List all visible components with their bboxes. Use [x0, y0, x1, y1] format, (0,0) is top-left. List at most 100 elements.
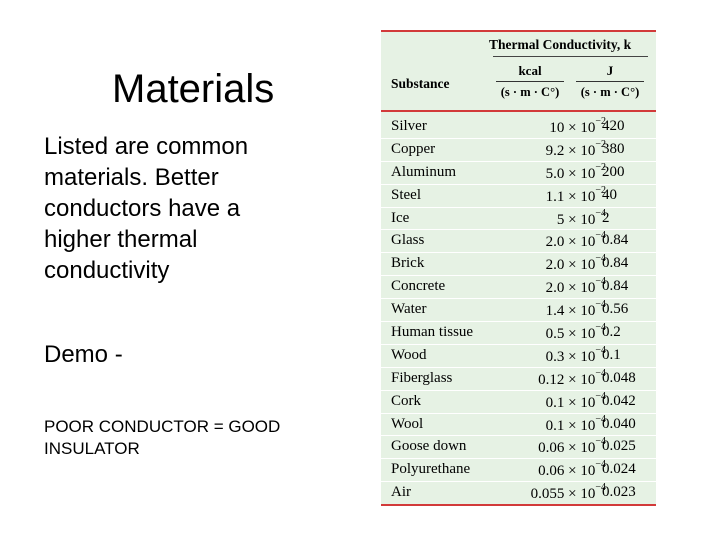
- cell-substance: Air: [391, 484, 411, 501]
- times-sign: × 10: [564, 120, 596, 136]
- k-exponent: −4: [595, 276, 606, 288]
- k-mantissa: 1.4: [545, 303, 565, 320]
- times-sign: × 10: [564, 165, 596, 182]
- cell-k-joule: 200: [602, 163, 625, 180]
- cell-k-joule: 0.84: [602, 232, 629, 249]
- cell-substance: Fiberglass: [391, 369, 453, 386]
- k-exponent: −4: [595, 459, 606, 471]
- table-row: Silver 10 × 10−2 420: [381, 116, 656, 139]
- unit-j-denominator: (s · m · C°): [580, 85, 640, 99]
- cell-k-kcal: 0.1 × 10−4: [546, 413, 606, 435]
- header-unit-j: J (s · m · C°): [572, 63, 648, 100]
- cell-substance: Aluminum: [391, 163, 457, 180]
- table-row: Brick 2.0 × 10−4 0.84: [381, 253, 656, 277]
- table-row: Water 1.4 × 10−4 0.56: [381, 299, 656, 323]
- table-body: Silver 10 × 10−2 420 Copper 9.2 × 10−2 380 Alu…: [381, 112, 656, 504]
- times-sign: × 10: [564, 280, 596, 297]
- cell-substance: Cork: [391, 392, 421, 409]
- k-mantissa: 0.055: [530, 486, 565, 503]
- table-header: Thermal Conductivity, k Substance kcal (…: [381, 32, 656, 112]
- k-exponent: −4: [595, 230, 606, 242]
- table-row: Polyurethane 0.06 × 10−4 0.024: [381, 459, 656, 483]
- cell-substance: Steel: [391, 186, 421, 203]
- cell-k-joule: 2: [602, 209, 610, 226]
- intro-text: Listed are common materials. Better cond…: [44, 133, 249, 284]
- k-mantissa: 2.0: [545, 280, 565, 297]
- cell-k-kcal: 0.12 × 10−4: [538, 367, 606, 389]
- cell-k-joule: 0.84: [602, 255, 629, 272]
- k-exponent: −4: [595, 253, 606, 265]
- k-exponent: −4: [595, 482, 606, 494]
- k-exponent: −4: [595, 413, 606, 425]
- table-row: Glass 2.0 × 10−4 0.84: [381, 230, 656, 254]
- times-sign: × 10: [564, 234, 596, 251]
- header-thermal-conductivity: Thermal Conductivity, k: [489, 37, 632, 52]
- cell-k-kcal: 0.06 × 10−4: [538, 436, 606, 457]
- k-mantissa: 9.2: [545, 142, 565, 159]
- cell-k-joule: 40: [602, 186, 617, 203]
- table-row: Concrete 2.0 × 10−4 0.84: [381, 276, 656, 300]
- unit-kcal-denominator: (s · m · C°): [500, 85, 560, 99]
- table-row: Aluminum 5.0 × 10−2 200: [381, 162, 656, 185]
- k-mantissa: 5.0: [545, 165, 565, 182]
- k-mantissa: 10: [549, 120, 565, 136]
- k-exponent: −4: [595, 344, 606, 356]
- fraction-bar: [576, 81, 644, 82]
- conductivity-table: Thermal Conductivity, k Substance kcal (…: [381, 30, 656, 507]
- cell-substance: Copper: [391, 140, 436, 157]
- cell-k-joule: 0.56: [602, 301, 629, 318]
- k-exponent: −2: [595, 184, 606, 196]
- cell-k-kcal: 0.5 × 10−4: [545, 322, 606, 343]
- cell-substance: Wood: [391, 346, 427, 363]
- times-sign: × 10: [564, 463, 596, 480]
- times-sign: × 10: [564, 417, 596, 434]
- header-rule: [493, 56, 648, 57]
- times-sign: × 10: [564, 303, 596, 320]
- cell-k-kcal: 0.055 × 10−4: [530, 482, 606, 503]
- cell-k-joule: 0.024: [602, 461, 636, 478]
- times-sign: × 10: [564, 257, 596, 274]
- cell-k-joule: 0.2: [602, 324, 621, 341]
- insulator-note: POOR CONDUCTOR = GOOD INSULATOR: [44, 417, 281, 458]
- k-exponent: −2: [595, 161, 606, 173]
- cell-k-kcal: 1.4 × 10−4: [545, 299, 606, 320]
- cell-k-joule: 0.023: [602, 484, 636, 501]
- header-substance: Substance: [391, 76, 450, 91]
- k-exponent: −4: [595, 390, 606, 402]
- cell-k-kcal: 2.0 × 10−4: [545, 230, 606, 251]
- cell-substance: Wool: [391, 415, 424, 432]
- k-mantissa: 0.06: [538, 463, 565, 480]
- times-sign: × 10: [564, 326, 596, 343]
- table-row: Human tissue 0.5 × 10−4 0.2: [381, 322, 656, 345]
- times-sign: × 10: [564, 371, 596, 388]
- times-sign: × 10: [564, 211, 596, 228]
- cell-substance: Brick: [391, 255, 425, 272]
- times-sign: × 10: [564, 440, 596, 457]
- table-row: Goose down 0.06 × 10−4 0.025: [381, 436, 656, 460]
- k-mantissa: 0.5: [545, 326, 565, 343]
- cell-substance: Ice: [391, 209, 410, 226]
- cell-k-joule: 0.84: [602, 278, 629, 295]
- k-mantissa: 1.1: [545, 188, 565, 205]
- table-row: Wool 0.1 × 10−4 0.040: [381, 414, 656, 437]
- k-mantissa: 0.12: [538, 371, 565, 388]
- k-exponent: −2: [595, 116, 606, 127]
- cell-k-joule: 420: [602, 118, 625, 134]
- cell-k-kcal: 10 × 10−2: [549, 116, 606, 137]
- cell-k-kcal: 2.0 × 10−4: [546, 253, 606, 274]
- cell-k-joule: 0.040: [602, 415, 636, 432]
- demo-label: Demo -: [44, 341, 123, 368]
- cell-k-kcal: 0.1 × 10−4: [545, 390, 606, 412]
- slide-title: Materials: [112, 67, 275, 111]
- k-mantissa: 2.0: [545, 234, 565, 251]
- cell-k-kcal: 9.2 × 10−2: [545, 139, 606, 160]
- table-row: Ice 5 × 10−4 2: [381, 208, 656, 231]
- fraction-bar: [496, 81, 564, 82]
- k-mantissa: 0.1: [545, 394, 565, 411]
- table-row: Air 0.055 × 10−4 0.023: [381, 482, 656, 504]
- k-exponent: −4: [595, 367, 606, 379]
- table-row: Fiberglass 0.12 × 10−4 0.048: [381, 368, 656, 391]
- table-row: Steel 1.1 × 10−2 40: [381, 185, 656, 208]
- times-sign: × 10: [564, 188, 596, 205]
- cell-substance: Water: [391, 301, 427, 318]
